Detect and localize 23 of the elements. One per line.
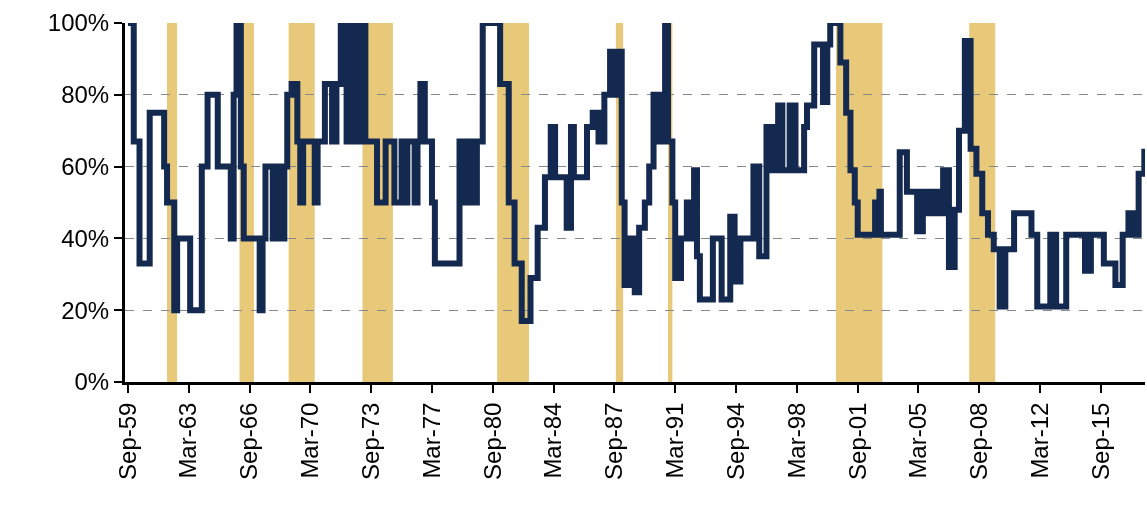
x-tick-label: Mar-63 (174, 402, 202, 479)
x-tick-label: Mar-84 (539, 402, 567, 479)
x-tick-label: Sep-73 (357, 402, 385, 480)
x-tick-label: Sep-66 (235, 402, 263, 480)
y-tick-label: 20% (61, 296, 110, 324)
y-tick-label: 60% (61, 153, 110, 180)
y-tick-label: 0% (74, 368, 110, 396)
x-tick-label: Sep-80 (478, 402, 506, 480)
x-tick-label: Sep-01 (843, 402, 871, 480)
y-tick-label: 100% (47, 9, 110, 37)
x-tick-label: Sep-94 (721, 402, 749, 480)
x-tick-label: Sep-08 (965, 402, 993, 480)
y-tick-label: 80% (61, 81, 110, 109)
x-tick-label: Mar-98 (782, 402, 810, 479)
x-tick-label: Sep-15 (1086, 402, 1114, 480)
x-tick-label: Sep-59 (113, 402, 141, 480)
x-tick-label: Sep-87 (600, 402, 628, 480)
x-tick-label: Mar-91 (661, 402, 688, 479)
x-tick-label: Mar-05 (904, 402, 932, 479)
y-tick-label: 40% (61, 224, 110, 252)
x-tick-label: Mar-77 (417, 402, 445, 479)
x-tick-label: Mar-12 (1025, 402, 1053, 479)
x-tick-label: Mar-70 (296, 402, 324, 479)
